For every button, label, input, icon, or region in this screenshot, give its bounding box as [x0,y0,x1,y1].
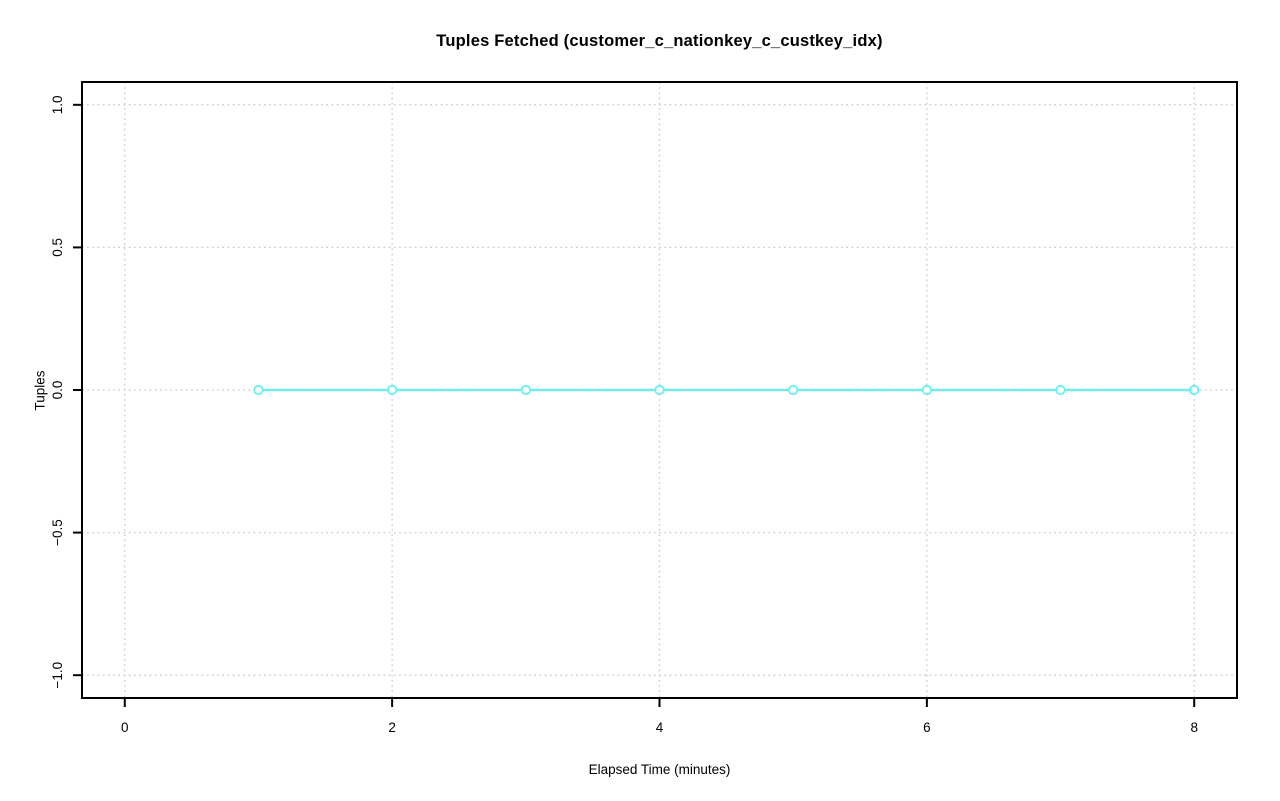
x-tick-label: 6 [923,720,931,735]
y-tick-label: −1.0 [50,662,65,689]
data-point [520,384,531,396]
data-point [921,384,932,396]
data-point [654,384,665,396]
data-point [387,384,398,396]
data-point [788,384,799,396]
y-tick-label: 0.0 [50,381,65,400]
x-tick-label: 4 [656,720,664,735]
y-tick-label: 1.0 [50,95,65,114]
x-tick-label: 8 [1190,720,1198,735]
data-point [1055,384,1066,396]
y-tick-label: 0.5 [50,238,65,257]
data-point [1189,384,1200,396]
x-tick-label: 0 [121,720,129,735]
x-axis-label: Elapsed Time (minutes) [588,762,731,777]
data-point [253,384,264,396]
chart-title: Tuples Fetched (customer_c_nationkey_c_c… [436,32,883,50]
x-tick-label: 2 [388,720,396,735]
y-tick-label: −0.5 [50,519,65,546]
